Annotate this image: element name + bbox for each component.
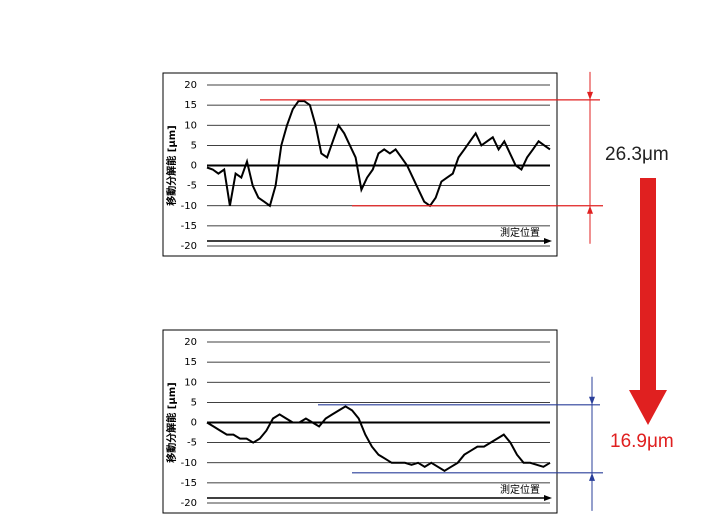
y-tick-label: -20: [181, 241, 197, 252]
data-line: [206, 100, 551, 208]
range-label: 16.9μm: [610, 431, 674, 452]
y-tick-label: -5: [187, 438, 197, 449]
range-arrowhead: [589, 472, 595, 481]
y-tick-label: 20: [184, 80, 197, 91]
range-arrowhead: [587, 205, 593, 214]
y-tick-label: 15: [184, 100, 197, 111]
x-axis-arrowhead: [544, 495, 552, 501]
y-tick-label: -15: [181, 221, 197, 232]
y-tick-label: 10: [184, 120, 197, 131]
y-tick-label: -20: [181, 498, 197, 509]
y-tick-label: -10: [181, 458, 197, 469]
data-line: [206, 405, 551, 472]
y-tick-label: 0: [191, 161, 197, 172]
chart-frame: [162, 72, 558, 257]
range-arrowhead: [589, 396, 595, 405]
y-axis-label: 移動分解能 [μm]: [165, 125, 178, 205]
y-axis-label: 移動分解能 [μm]: [165, 382, 178, 462]
decrease-arrow: [629, 178, 667, 425]
range-arrowhead: [587, 91, 593, 100]
chart-frame: [162, 329, 558, 514]
x-axis-label: 測定位置: [500, 483, 540, 496]
y-tick-label: -5: [187, 181, 197, 192]
y-tick-label: -10: [181, 201, 197, 212]
y-tick-label: 10: [184, 377, 197, 388]
x-axis-arrowhead: [544, 238, 552, 244]
y-tick-label: 5: [191, 397, 197, 408]
y-tick-label: 5: [191, 140, 197, 151]
y-tick-label: -15: [181, 478, 197, 489]
y-tick-label: 0: [191, 418, 197, 429]
range-label: 26.3μm: [605, 144, 669, 165]
y-tick-label: 20: [184, 337, 197, 348]
x-axis-label: 測定位置: [500, 226, 540, 239]
y-tick-label: 15: [184, 357, 197, 368]
